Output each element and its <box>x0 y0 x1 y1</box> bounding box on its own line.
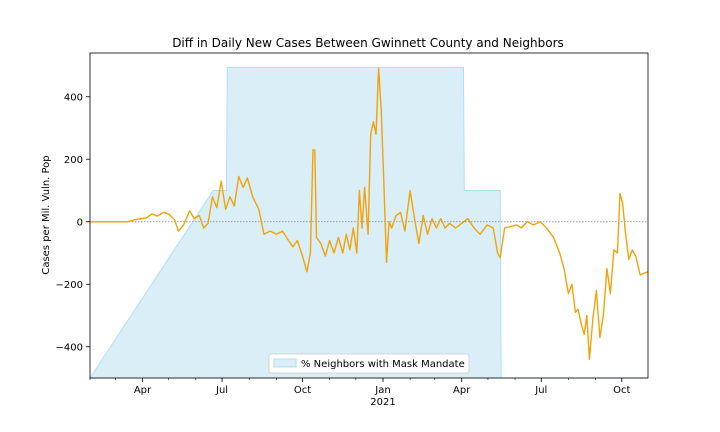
x-tick-label: Jan <box>374 385 390 396</box>
series-line-0 <box>90 67 649 360</box>
y-axis-ticks: −400 −200 0 200 400 <box>56 92 90 353</box>
x-tick-label: Apr <box>134 385 152 396</box>
y-tick-label: 0 <box>77 217 83 228</box>
y-tick-label: −200 <box>56 280 83 291</box>
chart-title: Diff in Daily New Cases Between Gwinnett… <box>172 36 564 50</box>
x-tick-label: Oct <box>613 385 630 396</box>
y-tick-label: −400 <box>56 342 83 353</box>
legend-swatch-mask-mandate <box>273 358 297 368</box>
x-tick-label: Apr <box>453 385 471 396</box>
legend-box <box>268 353 470 374</box>
y-axis-label: Cases per Mil. Vuln. Pop <box>41 155 52 274</box>
x-tick-label: Oct <box>294 385 311 396</box>
x-tick-label: Jul <box>534 385 547 396</box>
legend-entry-mask-mandate: % Neighbors with Mask Mandate <box>301 359 465 370</box>
x-tick-sublabel: 2021 <box>370 397 395 408</box>
series-layer <box>90 67 649 360</box>
y-tick-label: 200 <box>64 155 83 166</box>
y-tick-label: 400 <box>64 92 83 103</box>
legend: % Neighbors with Mask Mandate <box>268 353 470 374</box>
x-tick-label: Jul <box>215 385 228 396</box>
plot-area-frame <box>89 52 649 379</box>
